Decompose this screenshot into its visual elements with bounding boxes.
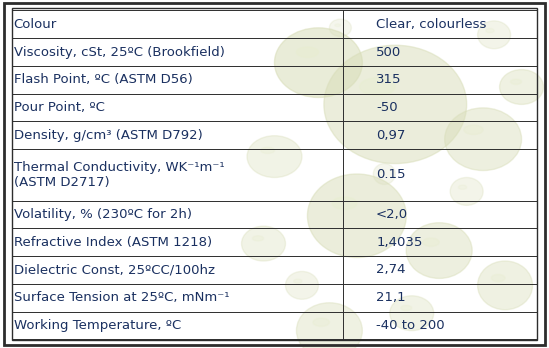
Ellipse shape: [458, 185, 467, 189]
Text: 1,4035: 1,4035: [376, 236, 422, 249]
Text: Clear, colourless: Clear, colourless: [376, 18, 486, 31]
Ellipse shape: [486, 29, 494, 33]
Ellipse shape: [500, 70, 544, 104]
Ellipse shape: [406, 223, 472, 278]
Text: Density, g/cm³ (ASTM D792): Density, g/cm³ (ASTM D792): [14, 129, 203, 142]
Text: -40 to 200: -40 to 200: [376, 319, 445, 332]
Ellipse shape: [390, 296, 434, 331]
Ellipse shape: [335, 24, 340, 26]
Text: Viscosity, cSt, 25ºC (Brookfield): Viscosity, cSt, 25ºC (Brookfield): [14, 46, 225, 58]
Ellipse shape: [329, 19, 351, 37]
Text: Refractive Index (ASTM 1218): Refractive Index (ASTM 1218): [14, 236, 212, 249]
Ellipse shape: [324, 45, 467, 164]
Text: Pour Point, ºC: Pour Point, ºC: [14, 101, 105, 114]
Text: 0.15: 0.15: [376, 168, 406, 181]
Ellipse shape: [445, 108, 522, 171]
Text: -50: -50: [376, 101, 397, 114]
Ellipse shape: [450, 177, 483, 205]
Ellipse shape: [253, 236, 264, 241]
Ellipse shape: [247, 136, 302, 177]
Ellipse shape: [401, 306, 412, 310]
Ellipse shape: [296, 47, 318, 57]
Ellipse shape: [511, 79, 522, 84]
Ellipse shape: [307, 174, 406, 258]
Ellipse shape: [285, 271, 318, 299]
Ellipse shape: [373, 164, 395, 184]
Text: Thermal Conductivity, WK⁻¹m⁻¹
(ASTM D2717): Thermal Conductivity, WK⁻¹m⁻¹ (ASTM D271…: [14, 161, 225, 189]
Ellipse shape: [379, 169, 384, 173]
Text: 0,97: 0,97: [376, 129, 406, 142]
Ellipse shape: [464, 125, 483, 135]
Ellipse shape: [294, 279, 302, 283]
Ellipse shape: [491, 274, 505, 282]
Text: Dielectric Const, 25ºCC/100hz: Dielectric Const, 25ºCC/100hz: [14, 263, 215, 276]
Text: Working Temperature, ºC: Working Temperature, ºC: [14, 319, 181, 332]
Text: 21,1: 21,1: [376, 291, 406, 304]
Ellipse shape: [274, 28, 362, 97]
Text: Volatility, % (230ºC for 2h): Volatility, % (230ºC for 2h): [14, 208, 192, 221]
Text: Flash Point, ºC (ASTM D56): Flash Point, ºC (ASTM D56): [14, 73, 193, 86]
Text: Colour: Colour: [14, 18, 57, 31]
Text: <2,0: <2,0: [376, 208, 408, 221]
Ellipse shape: [242, 226, 285, 261]
Text: 500: 500: [376, 46, 401, 58]
Ellipse shape: [478, 21, 511, 49]
Text: Surface Tension at 25ºC, mNm⁻¹: Surface Tension at 25ºC, mNm⁻¹: [14, 291, 229, 304]
Text: 2,74: 2,74: [376, 263, 406, 276]
Ellipse shape: [313, 318, 329, 326]
Ellipse shape: [478, 261, 533, 310]
Ellipse shape: [360, 78, 395, 95]
Text: 315: 315: [376, 73, 401, 86]
Ellipse shape: [296, 303, 362, 348]
Ellipse shape: [332, 197, 357, 209]
Ellipse shape: [423, 238, 439, 246]
Ellipse shape: [261, 147, 274, 153]
